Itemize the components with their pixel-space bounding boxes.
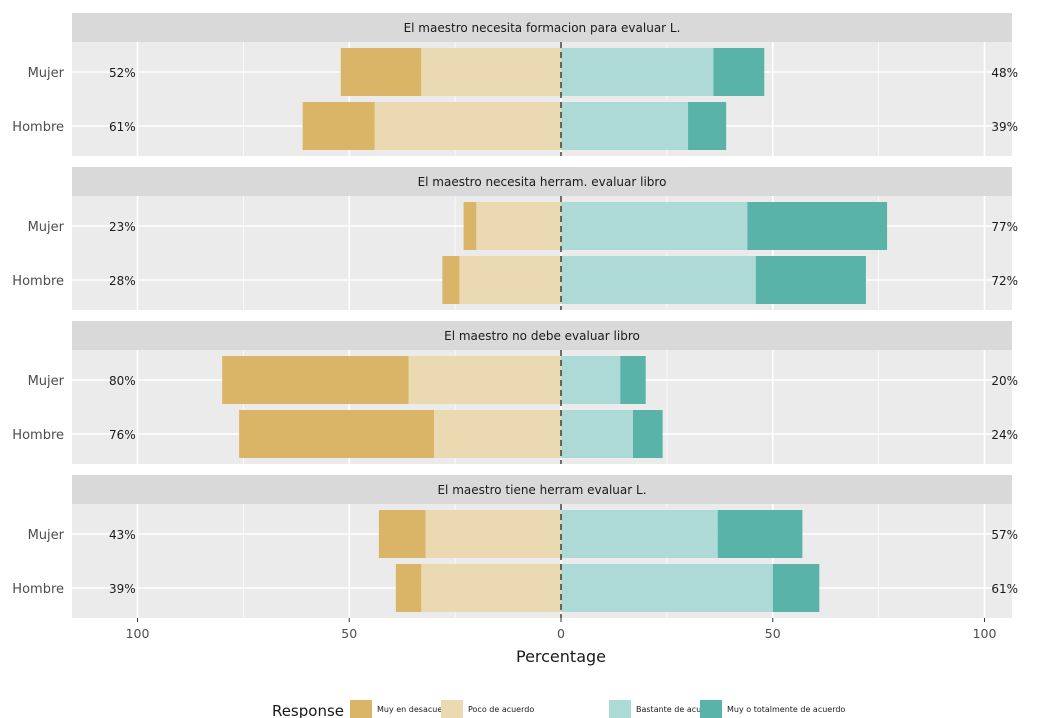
bar-muy-en-desacuerdo: [442, 256, 460, 304]
bar-poco-de-acuerdo: [459, 256, 561, 304]
y-tick-label: Mujer: [28, 374, 65, 389]
right-percentage-label: 57%: [991, 528, 1018, 542]
legend-swatch: [609, 700, 631, 718]
bar-muy-o-totalmente-de-acuerdo: [772, 564, 820, 612]
bar-muy-o-totalmente-de-acuerdo: [747, 202, 888, 250]
left-percentage-label: 61%: [109, 120, 136, 134]
y-tick-label: Mujer: [28, 220, 65, 235]
legend-label: Poco de acuerdo: [468, 705, 534, 714]
bar-bastante-de-acuerdo: [561, 256, 756, 304]
facet-strip: [72, 321, 1012, 350]
y-tick-label: Hombre: [12, 120, 64, 135]
bar-bastante-de-acuerdo: [561, 48, 714, 96]
facet-title: El maestro necesita herram. evaluar libr…: [418, 175, 667, 189]
right-percentage-label: 20%: [991, 374, 1018, 388]
x-axis-title: Percentage: [516, 647, 606, 666]
bar-muy-en-desacuerdo: [395, 564, 422, 612]
facet-title: El maestro necesita formacion para evalu…: [404, 21, 681, 35]
bar-poco-de-acuerdo: [408, 356, 561, 404]
facet-title: El maestro tiene herram evaluar L.: [437, 483, 646, 497]
x-tick-label: 0: [557, 626, 565, 641]
left-percentage-label: 23%: [109, 220, 136, 234]
bar-muy-o-totalmente-de-acuerdo: [620, 356, 646, 404]
legend-label: Bastante de acuerdo: [636, 705, 719, 714]
right-percentage-label: 39%: [991, 120, 1018, 134]
bar-muy-o-totalmente-de-acuerdo: [688, 102, 727, 150]
right-percentage-label: 24%: [991, 428, 1018, 442]
bar-poco-de-acuerdo: [374, 102, 561, 150]
right-percentage-label: 72%: [991, 274, 1018, 288]
facet-title: El maestro no debe evaluar libro: [444, 329, 640, 343]
bar-muy-en-desacuerdo: [463, 202, 477, 250]
bar-muy-en-desacuerdo: [222, 356, 409, 404]
bar-bastante-de-acuerdo: [561, 102, 689, 150]
bar-muy-en-desacuerdo: [239, 410, 434, 458]
x-tick-label: 100: [126, 626, 150, 641]
left-percentage-label: 76%: [109, 428, 136, 442]
x-tick-label: 100: [973, 626, 997, 641]
facet-strip: [72, 475, 1012, 504]
y-tick-label: Hombre: [12, 428, 64, 443]
left-percentage-label: 28%: [109, 274, 136, 288]
bar-bastante-de-acuerdo: [561, 564, 773, 612]
legend-swatch: [441, 700, 463, 718]
left-percentage-label: 39%: [109, 582, 136, 596]
y-tick-label: Mujer: [28, 528, 65, 543]
right-percentage-label: 48%: [991, 66, 1018, 80]
bar-bastante-de-acuerdo: [561, 202, 748, 250]
y-tick-label: Hombre: [12, 274, 64, 289]
bar-muy-en-desacuerdo: [302, 102, 375, 150]
bar-muy-o-totalmente-de-acuerdo: [632, 410, 663, 458]
right-percentage-label: 77%: [991, 220, 1018, 234]
legend-label: Muy en desacuerdo: [377, 705, 455, 714]
x-tick-label: 50: [341, 626, 357, 641]
legend-title: Response: [272, 702, 344, 718]
bar-poco-de-acuerdo: [421, 48, 561, 96]
bar-muy-en-desacuerdo: [378, 510, 426, 558]
facet-strip: [72, 13, 1012, 42]
bar-bastante-de-acuerdo: [561, 410, 633, 458]
left-percentage-label: 80%: [109, 374, 136, 388]
legend-label: Muy o totalmente de acuerdo: [727, 705, 845, 714]
left-percentage-label: 52%: [109, 66, 136, 80]
x-tick-label: 50: [765, 626, 781, 641]
bar-muy-o-totalmente-de-acuerdo: [755, 256, 866, 304]
bar-muy-en-desacuerdo: [340, 48, 422, 96]
legend-swatch: [700, 700, 722, 718]
bar-muy-o-totalmente-de-acuerdo: [717, 510, 803, 558]
legend-swatch: [350, 700, 372, 718]
right-percentage-label: 61%: [991, 582, 1018, 596]
y-tick-label: Mujer: [28, 66, 65, 81]
bar-poco-de-acuerdo: [476, 202, 561, 250]
bar-poco-de-acuerdo: [433, 410, 561, 458]
bar-poco-de-acuerdo: [421, 564, 561, 612]
bar-poco-de-acuerdo: [425, 510, 561, 558]
bar-bastante-de-acuerdo: [561, 510, 718, 558]
bar-muy-o-totalmente-de-acuerdo: [713, 48, 765, 96]
y-tick-label: Hombre: [12, 582, 64, 597]
bar-bastante-de-acuerdo: [561, 356, 621, 404]
facet-strip: [72, 167, 1012, 196]
left-percentage-label: 43%: [109, 528, 136, 542]
